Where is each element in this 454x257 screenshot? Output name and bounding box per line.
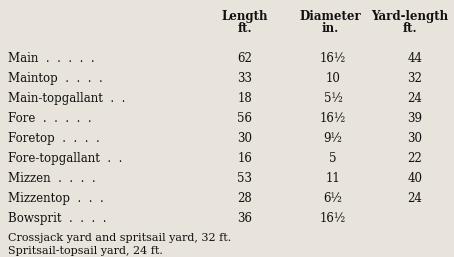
Text: 30: 30 [237,132,252,145]
Text: Diameter: Diameter [299,10,361,23]
Text: 16½: 16½ [320,52,346,65]
Text: 11: 11 [326,172,340,185]
Text: 5½: 5½ [324,92,342,105]
Text: Mizzen  .  .  .  .: Mizzen . . . . [8,172,96,185]
Text: 18: 18 [237,92,252,105]
Text: 56: 56 [237,112,252,125]
Text: 24: 24 [408,92,422,105]
Text: Bowsprit  .  .  .  .: Bowsprit . . . . [8,212,107,225]
Text: 28: 28 [237,192,252,205]
Text: Mizzentop  .  .  .: Mizzentop . . . [8,192,104,205]
Text: Main-topgallant  .  .: Main-topgallant . . [8,92,125,105]
Text: 5: 5 [329,152,337,165]
Text: 30: 30 [408,132,423,145]
Text: 40: 40 [408,172,423,185]
Text: 62: 62 [237,52,252,65]
Text: Main  .  .  .  .  .: Main . . . . . [8,52,94,65]
Text: 16: 16 [237,152,252,165]
Text: 16½: 16½ [320,212,346,225]
Text: in.: in. [321,22,339,35]
Text: Foretop  .  .  .  .: Foretop . . . . [8,132,100,145]
Text: Fore-topgallant  .  .: Fore-topgallant . . [8,152,123,165]
Text: Yard-length: Yard-length [371,10,449,23]
Text: 22: 22 [408,152,422,165]
Text: ft.: ft. [403,22,417,35]
Text: 10: 10 [326,72,340,85]
Text: 9½: 9½ [324,132,342,145]
Text: 36: 36 [237,212,252,225]
Text: Crossjack yard and spritsail yard, 32 ft.: Crossjack yard and spritsail yard, 32 ft… [8,233,231,243]
Text: 16½: 16½ [320,112,346,125]
Text: 32: 32 [408,72,422,85]
Text: 44: 44 [408,52,423,65]
Text: ft.: ft. [238,22,252,35]
Text: Spritsail-topsail yard, 24 ft.: Spritsail-topsail yard, 24 ft. [8,246,163,256]
Text: 24: 24 [408,192,422,205]
Text: Fore  .  .  .  .  .: Fore . . . . . [8,112,92,125]
Text: 53: 53 [237,172,252,185]
Text: Maintop  .  .  .  .: Maintop . . . . [8,72,103,85]
Text: 33: 33 [237,72,252,85]
Text: 39: 39 [408,112,423,125]
Text: Length: Length [222,10,268,23]
Text: 6½: 6½ [324,192,342,205]
